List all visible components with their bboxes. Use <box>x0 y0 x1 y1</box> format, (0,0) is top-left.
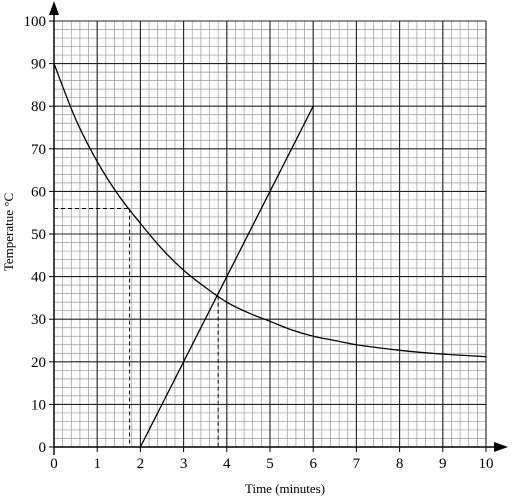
cooling-curve-line <box>53 63 487 358</box>
y-tick-label: 100 <box>24 14 47 30</box>
y-tick-label: 70 <box>31 142 46 158</box>
y-tick-label: 40 <box>31 270 46 286</box>
x-tick-label: 3 <box>180 456 188 472</box>
x-tick-label: 0 <box>50 456 58 472</box>
y-tick-label: 20 <box>31 355 46 371</box>
x-tick-labels: 0 1 2 3 4 5 6 7 8 9 10 <box>50 447 494 472</box>
major-grid <box>53 20 487 448</box>
y-tick-labels: 0 10 20 30 40 50 60 70 80 90 100 <box>24 14 54 456</box>
y-tick-label: 50 <box>31 227 46 243</box>
x-tick-label: 4 <box>223 456 231 472</box>
y-axis-label: Temperatue °C <box>1 193 16 271</box>
x-tick-label: 7 <box>353 456 361 472</box>
x-tick-label: 8 <box>396 456 404 472</box>
y-tick-label: 60 <box>31 184 46 200</box>
y-axis-arrowhead <box>49 1 59 15</box>
x-tick-label: 9 <box>439 456 447 472</box>
x-tick-label: 5 <box>266 456 274 472</box>
dashed-guides <box>54 207 219 447</box>
series-group <box>53 63 487 448</box>
y-tick-label: 30 <box>31 312 46 328</box>
straight-line <box>139 105 314 448</box>
y-tick-label: 90 <box>31 57 46 73</box>
y-tick-label: 80 <box>31 99 46 115</box>
x-tick-label: 2 <box>137 456 145 472</box>
x-tick-label: 6 <box>309 456 317 472</box>
y-tick-label: 0 <box>39 440 47 456</box>
y-tick-label: 10 <box>31 397 46 413</box>
x-axis-arrowhead <box>494 442 508 452</box>
x-tick-label: 1 <box>93 456 101 472</box>
x-axis-label: Time (minutes) <box>245 481 325 496</box>
x-tick-label: 10 <box>479 456 494 472</box>
axes <box>49 1 508 455</box>
